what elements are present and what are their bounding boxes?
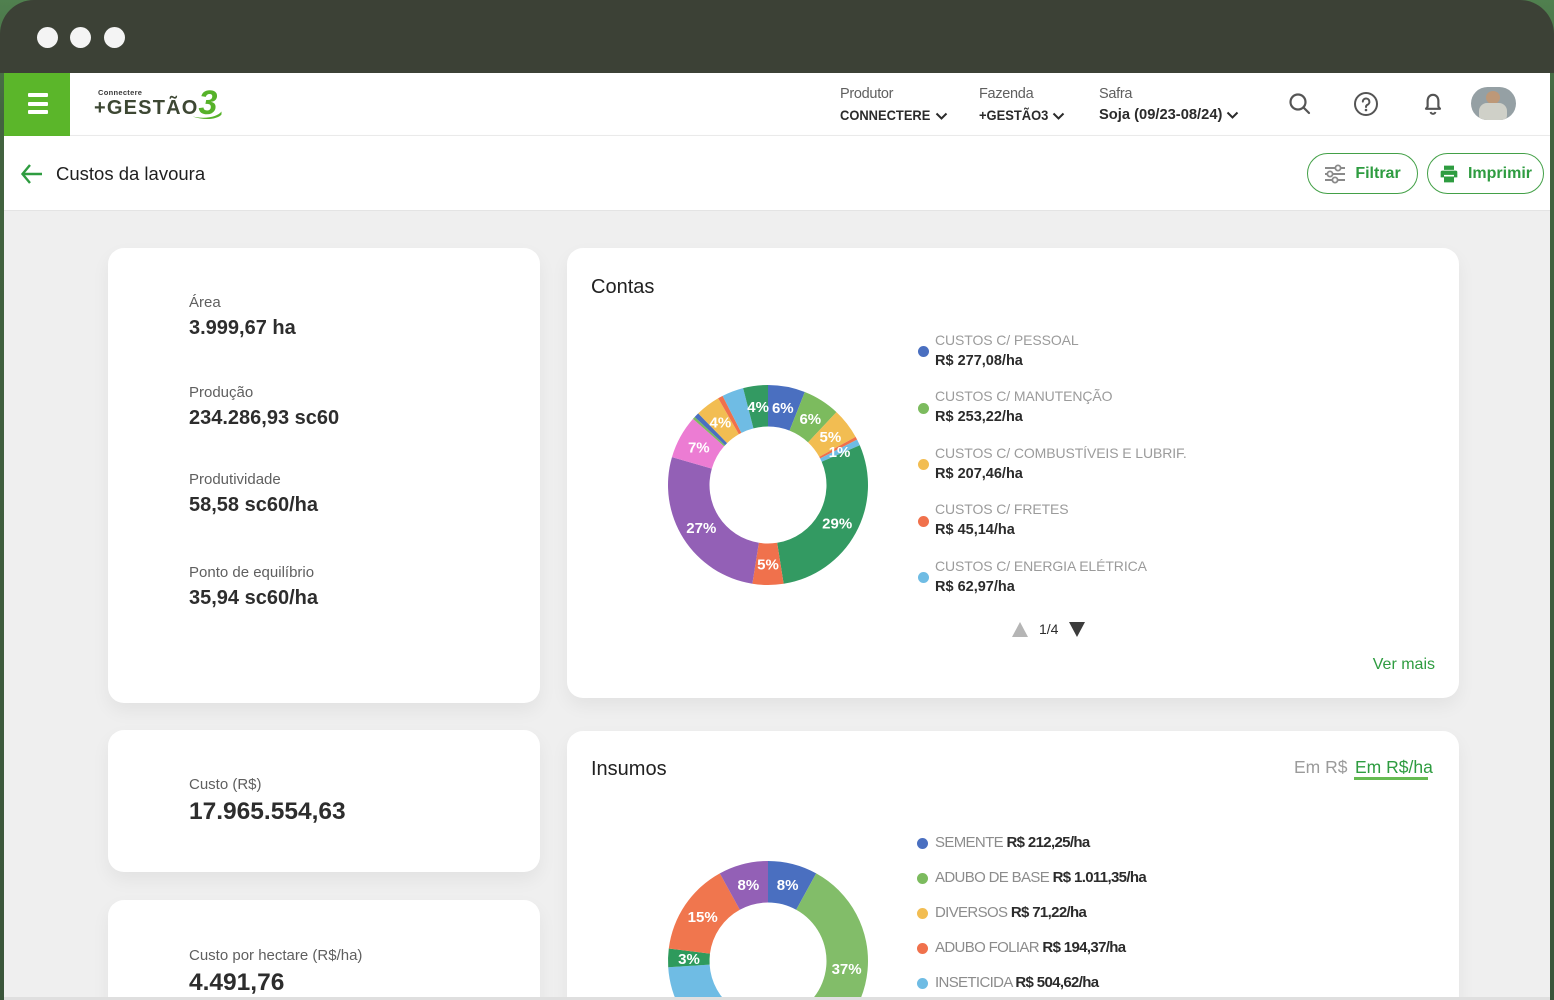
svg-text:4%: 4% bbox=[710, 415, 732, 432]
svg-text:3%: 3% bbox=[678, 951, 700, 968]
svg-text:27%: 27% bbox=[686, 520, 716, 537]
svg-text:6%: 6% bbox=[799, 411, 821, 428]
svg-text:8%: 8% bbox=[738, 877, 760, 894]
svg-text:7%: 7% bbox=[688, 439, 710, 456]
svg-text:6%: 6% bbox=[772, 400, 794, 417]
svg-text:8%: 8% bbox=[777, 877, 799, 894]
svg-text:5%: 5% bbox=[757, 557, 779, 574]
svg-text:1%: 1% bbox=[829, 444, 851, 461]
svg-text:15%: 15% bbox=[688, 909, 718, 926]
svg-text:37%: 37% bbox=[832, 961, 862, 978]
svg-text:4%: 4% bbox=[747, 399, 769, 416]
svg-text:5%: 5% bbox=[820, 429, 842, 446]
svg-text:29%: 29% bbox=[822, 516, 852, 533]
